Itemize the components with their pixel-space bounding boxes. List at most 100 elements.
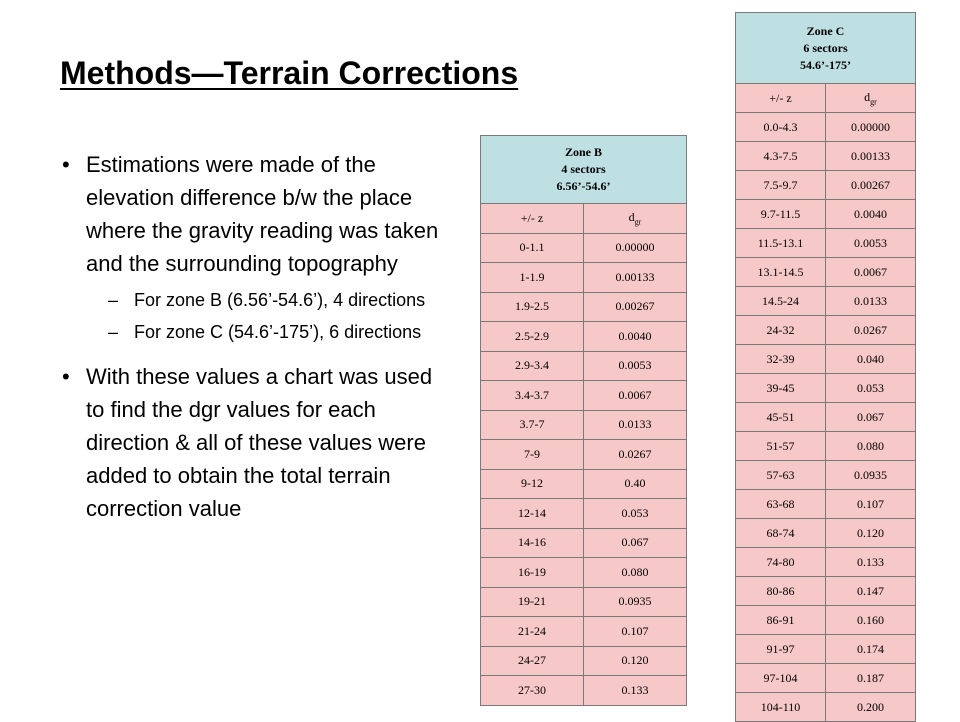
z-range-cell: 3.4-3.7	[480, 380, 584, 411]
table-row: 2.9-3.4 0.0053	[480, 350, 687, 381]
sub-bullet-text: For zone C (54.6’-175’), 6 directions	[134, 322, 422, 342]
zone-sectors: 4 sectors	[561, 162, 606, 176]
bullet-item: • With these values a chart was used to …	[62, 360, 447, 525]
z-range-cell: 63-68	[735, 489, 826, 519]
table-row: 7-9 0.0267	[480, 439, 687, 470]
table-row: 4.3-7.5 0.00133	[735, 141, 916, 171]
column-header-z: +/- z	[735, 83, 826, 113]
table-row: 1.9-2.5 0.00267	[480, 291, 687, 322]
z-range-cell: 24-27	[480, 645, 584, 676]
slide-title: Methods—Terrain Corrections	[60, 55, 519, 91]
z-range-cell: 27-30	[480, 675, 584, 706]
sub-bullet-text: For zone B (6.56’-54.6’), 4 directions	[134, 290, 426, 310]
table-row: 3.4-3.7 0.0067	[480, 380, 687, 411]
dgr-value-cell: 0.0067	[583, 380, 687, 411]
dgr-value-cell: 0.040	[825, 344, 916, 374]
dgr-value-cell: 0.080	[583, 557, 687, 588]
table-row: 80-86 0.147	[735, 576, 916, 606]
dgr-value-cell: 0.0133	[583, 409, 687, 440]
z-range-cell: 4.3-7.5	[735, 141, 826, 171]
bullet-item: • Estimations were made of the elevation…	[62, 148, 447, 344]
table-row: 24-32 0.0267	[735, 315, 916, 345]
sub-bullet-marker: –	[108, 322, 119, 342]
dgr-value-cell: 0.107	[825, 489, 916, 519]
z-range-cell: 2.5-2.9	[480, 321, 584, 352]
dgr-value-cell: 0.0133	[825, 286, 916, 316]
dgr-value-cell: 0.00133	[583, 262, 687, 293]
z-range-cell: 32-39	[735, 344, 826, 374]
zone-name: Zone B	[564, 145, 602, 159]
table-row: 14.5-24 0.0133	[735, 286, 916, 316]
dgr-value-cell: 0.00133	[825, 141, 916, 171]
dgr-value-cell: 0.174	[825, 634, 916, 664]
dgr-value-cell: 0.080	[825, 431, 916, 461]
zone-c-header: Zone C 6 sectors 54.6’-175’	[735, 12, 916, 84]
dgr-value-cell: 0.120	[583, 645, 687, 676]
z-range-cell: 14-16	[480, 527, 584, 558]
table-row: 9-12 0.40	[480, 468, 687, 499]
z-range-cell: 45-51	[735, 402, 826, 432]
table-row: 2.5-2.9 0.0040	[480, 321, 687, 352]
sub-bullet-zone-b: – For zone B (6.56’-54.6’), 4 directions	[86, 289, 447, 312]
z-range-cell: 2.9-3.4	[480, 350, 584, 381]
table-row: 27-30 0.133	[480, 675, 687, 706]
dgr-sub: gr	[870, 97, 877, 107]
zone-name: Zone C	[806, 23, 845, 38]
z-range-cell: 97-104	[735, 663, 826, 693]
z-range-cell: 0-1.1	[480, 232, 584, 263]
table-row: 19-21 0.0935	[480, 586, 687, 617]
dgr-value-cell: 0.133	[825, 547, 916, 577]
z-range-cell: 21-24	[480, 616, 584, 647]
table-row: 7.5-9.7 0.00267	[735, 170, 916, 200]
z-range-cell: 19-21	[480, 586, 584, 617]
dgr-value-cell: 0.00267	[583, 291, 687, 322]
zone-range: 6.56’-54.6’	[556, 179, 611, 193]
table-row: 1-1.9 0.00133	[480, 262, 687, 293]
bullet-text-estimations: Estimations were made of the elevation d…	[86, 152, 439, 276]
z-range-cell: 14.5-24	[735, 286, 826, 316]
dgr-value-cell: 0.160	[825, 605, 916, 635]
dgr-value-cell: 0.0040	[583, 321, 687, 352]
table-row: 32-39 0.040	[735, 344, 916, 374]
z-range-cell: 80-86	[735, 576, 826, 606]
table-row: 0.0-4.3 0.00000	[735, 112, 916, 142]
dgr-value-cell: 0.200	[825, 692, 916, 722]
bullet-marker: •	[62, 152, 70, 177]
z-range-cell: 86-91	[735, 605, 826, 635]
table-row: 0-1.1 0.00000	[480, 232, 687, 263]
dgr-value-cell: 0.0067	[825, 257, 916, 287]
dgr-value-cell: 0.40	[583, 468, 687, 499]
z-range-cell: 13.1-14.5	[735, 257, 826, 287]
z-range-cell: 1-1.9	[480, 262, 584, 293]
dgr-value-cell: 0.053	[825, 373, 916, 403]
z-range-cell: 74-80	[735, 547, 826, 577]
dgr-value-cell: 0.00000	[583, 232, 687, 263]
dgr-main: d	[864, 89, 871, 104]
table-row: 63-68 0.107	[735, 489, 916, 519]
z-range-cell: 1.9-2.5	[480, 291, 584, 322]
z-range-cell: 104-110	[735, 692, 826, 722]
table-row: 97-104 0.187	[735, 663, 916, 693]
dgr-value-cell: 0.187	[825, 663, 916, 693]
dgr-main: d	[628, 210, 635, 225]
bullet-marker: •	[62, 364, 70, 389]
z-range-cell: 7.5-9.7	[735, 170, 826, 200]
dgr-value-cell: 0.0267	[825, 315, 916, 345]
z-range-cell: 91-97	[735, 634, 826, 664]
z-range-cell: 11.5-13.1	[735, 228, 826, 258]
dgr-value-cell: 0.00000	[825, 112, 916, 142]
dgr-value-cell: 0.0053	[583, 350, 687, 381]
table-row: 39-45 0.053	[735, 373, 916, 403]
z-range-cell: 3.7-7	[480, 409, 584, 440]
dgr-value-cell: 0.120	[825, 518, 916, 548]
z-range-cell: 7-9	[480, 439, 584, 470]
dgr-value-cell: 0.133	[583, 675, 687, 706]
z-range-cell: 39-45	[735, 373, 826, 403]
z-range-cell: 9-12	[480, 468, 584, 499]
zone-b-header: Zone B 4 sectors 6.56’-54.6’	[480, 135, 687, 204]
sub-bullet-marker: –	[108, 290, 119, 310]
z-range-cell: 68-74	[735, 518, 826, 548]
table-row: 9.7-11.5 0.0040	[735, 199, 916, 229]
zone-range: 54.6’-175’	[800, 57, 851, 72]
table-row: 24-27 0.120	[480, 645, 687, 676]
